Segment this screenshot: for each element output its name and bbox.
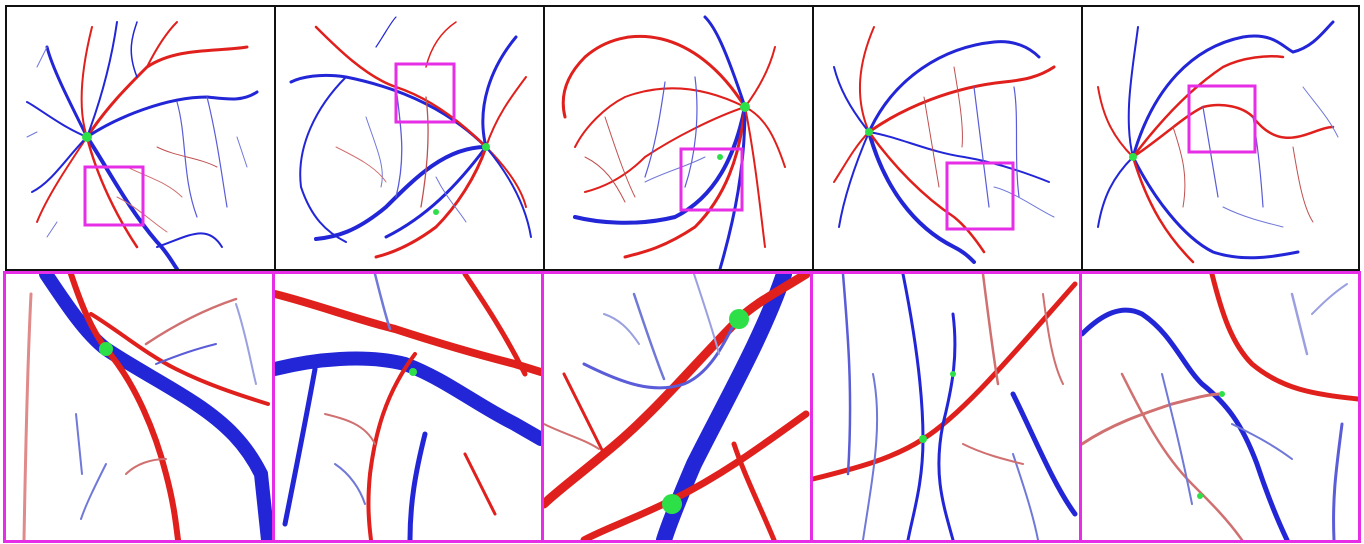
zoom-box-3 [679, 147, 744, 212]
zoom-box-2 [394, 62, 456, 124]
fundus-panel-3 [543, 5, 814, 271]
fundus-panel-1 [5, 5, 276, 271]
fundus-panel-5 [1081, 5, 1360, 271]
zoom-panel-5 [1079, 271, 1361, 543]
zoom-panel-4 [810, 271, 1082, 543]
zoom-vessels-2 [275, 274, 541, 540]
zoom-panel-1 [3, 271, 275, 543]
zoom-box-4 [945, 161, 1015, 231]
vessel-map-5 [1097, 20, 1339, 264]
vessel-map-4 [833, 26, 1056, 264]
zoom-vessels-4 [813, 274, 1078, 540]
zoom-box-1 [83, 165, 145, 227]
zoom-vessels-5 [1082, 274, 1358, 540]
zoom-box-5 [1187, 84, 1257, 154]
vessel-map-2 [289, 16, 532, 259]
zoom-vessels-3 [544, 274, 810, 540]
vessel-map-3 [561, 15, 786, 269]
vessel-map-1 [26, 21, 259, 269]
fundus-panel-4 [812, 5, 1083, 271]
fundus-panel-2 [274, 5, 545, 271]
zoom-panel-3 [541, 271, 813, 543]
zoom-panel-2 [272, 271, 544, 543]
zoom-vessels-1 [22, 274, 272, 540]
